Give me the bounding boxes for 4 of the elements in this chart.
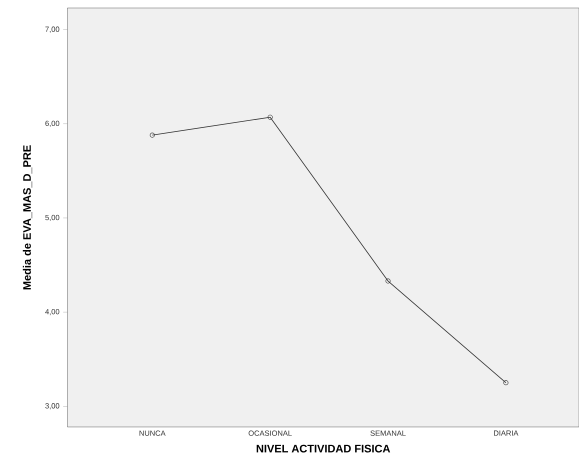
point bbox=[386, 278, 391, 284]
x-axis-title: NIVEL ACTIVIDAD FISICA bbox=[256, 444, 390, 452]
y-axis-title: Media de EVA_MAS_D_PRE bbox=[22, 145, 32, 290]
point bbox=[268, 114, 273, 120]
